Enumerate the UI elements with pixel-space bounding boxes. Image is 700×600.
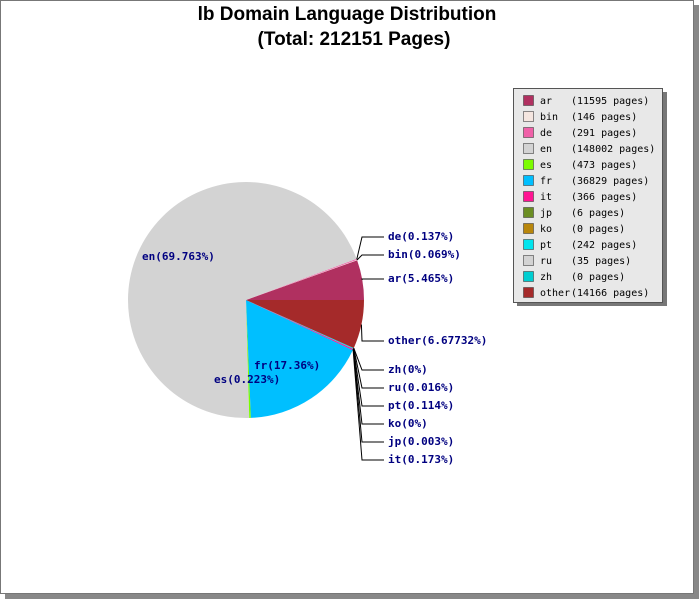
pie xyxy=(127,182,364,418)
pie-slice xyxy=(246,300,354,349)
chart-title: lb Domain Language Distribution xyxy=(198,4,497,25)
legend-swatch xyxy=(523,239,534,250)
slice-label: de(0.137%) xyxy=(388,230,454,243)
chart-subtitle: (Total: 212151 Pages) xyxy=(258,29,451,50)
legend-swatch xyxy=(523,95,534,106)
slice-label: pt(0.114%) xyxy=(388,399,454,412)
slice-label: ru(0.016%) xyxy=(388,381,454,394)
legend-swatch xyxy=(523,255,534,266)
leader-line xyxy=(353,347,384,371)
slice-label: en(69.763%) xyxy=(142,250,215,263)
pie-slice xyxy=(246,300,251,418)
legend: ar (11595 pages) bin (146 pages) de (291 page… xyxy=(513,88,667,306)
pie-slice xyxy=(246,300,354,349)
legend-label: en xyxy=(540,144,552,155)
legend-label: other xyxy=(540,288,570,299)
legend-swatch xyxy=(523,223,534,234)
legend-detail: (473 pages) xyxy=(571,160,637,171)
leader-line xyxy=(356,254,384,261)
legend-swatch xyxy=(523,159,534,170)
legend-label: it xyxy=(540,192,552,203)
legend-label: zh xyxy=(540,272,552,283)
slice-label: fr(17.36%) xyxy=(254,359,320,372)
slice-label: es(0.223%) xyxy=(214,373,280,386)
legend-detail: (36829 pages) xyxy=(571,176,649,187)
legend-swatch xyxy=(523,143,534,154)
legend-label: pt xyxy=(540,240,552,251)
slice-label: ar(5.465%) xyxy=(388,272,454,285)
legend-label: ar xyxy=(540,96,552,107)
legend-detail: (11595 pages) xyxy=(571,96,649,107)
legend-swatch xyxy=(523,175,534,186)
leader-line xyxy=(352,348,384,443)
slice-label: other(6.67732%) xyxy=(388,334,487,347)
legend-detail: (366 pages) xyxy=(571,192,637,203)
pie-slice xyxy=(246,300,353,418)
legend-detail: (6 pages) xyxy=(571,208,625,219)
legend-detail: (291 pages) xyxy=(571,128,637,139)
legend-detail: (242 pages) xyxy=(571,240,637,251)
leader-line xyxy=(353,348,384,389)
pie-slice xyxy=(246,300,354,349)
slice-label: bin(0.069%) xyxy=(388,248,461,261)
pie-slice xyxy=(246,258,357,300)
legend-label: ko xyxy=(540,224,552,235)
legend-swatch xyxy=(523,191,534,202)
slice-label: zh(0%) xyxy=(388,363,428,376)
legend-swatch xyxy=(523,287,534,298)
pie-slice xyxy=(246,300,364,349)
pie-slice xyxy=(246,260,364,300)
legend-swatch xyxy=(523,127,534,138)
leader-line xyxy=(353,348,384,407)
legend-swatch xyxy=(523,207,534,218)
leader-line xyxy=(356,236,384,260)
labels: ar(5.465%) bin(0.069%) de(0.137%) en(69.763… xyxy=(142,230,487,466)
leader-line xyxy=(361,278,384,280)
legend-label: fr xyxy=(540,176,552,187)
legend-label: ru xyxy=(540,256,552,267)
leader-line xyxy=(352,348,384,425)
slice-label: it(0.173%) xyxy=(388,453,454,466)
slice-label: ko(0%) xyxy=(388,417,428,430)
legend-label: jp xyxy=(540,208,552,219)
pie-slice xyxy=(246,300,354,351)
legend-detail: (35 pages) xyxy=(571,256,631,267)
legend-detail: (14166 pages) xyxy=(571,288,649,299)
legend-frame xyxy=(513,88,663,303)
legend-label: bin xyxy=(540,112,558,123)
legend-detail: (148002 pages) xyxy=(571,144,655,155)
pie-slice xyxy=(246,259,358,300)
pie-slice xyxy=(127,182,357,418)
legend-label: es xyxy=(540,160,552,171)
leader-line xyxy=(360,324,384,342)
legend-swatch xyxy=(523,111,534,122)
legend-detail: (0 pages) xyxy=(571,272,625,283)
legend-swatch xyxy=(523,271,534,282)
slice-label: jp(0.003%) xyxy=(388,435,454,448)
legend-detail: (0 pages) xyxy=(571,224,625,235)
legend-detail: (146 pages) xyxy=(571,112,637,123)
leader-line xyxy=(352,349,384,461)
legend-label: de xyxy=(540,128,552,139)
